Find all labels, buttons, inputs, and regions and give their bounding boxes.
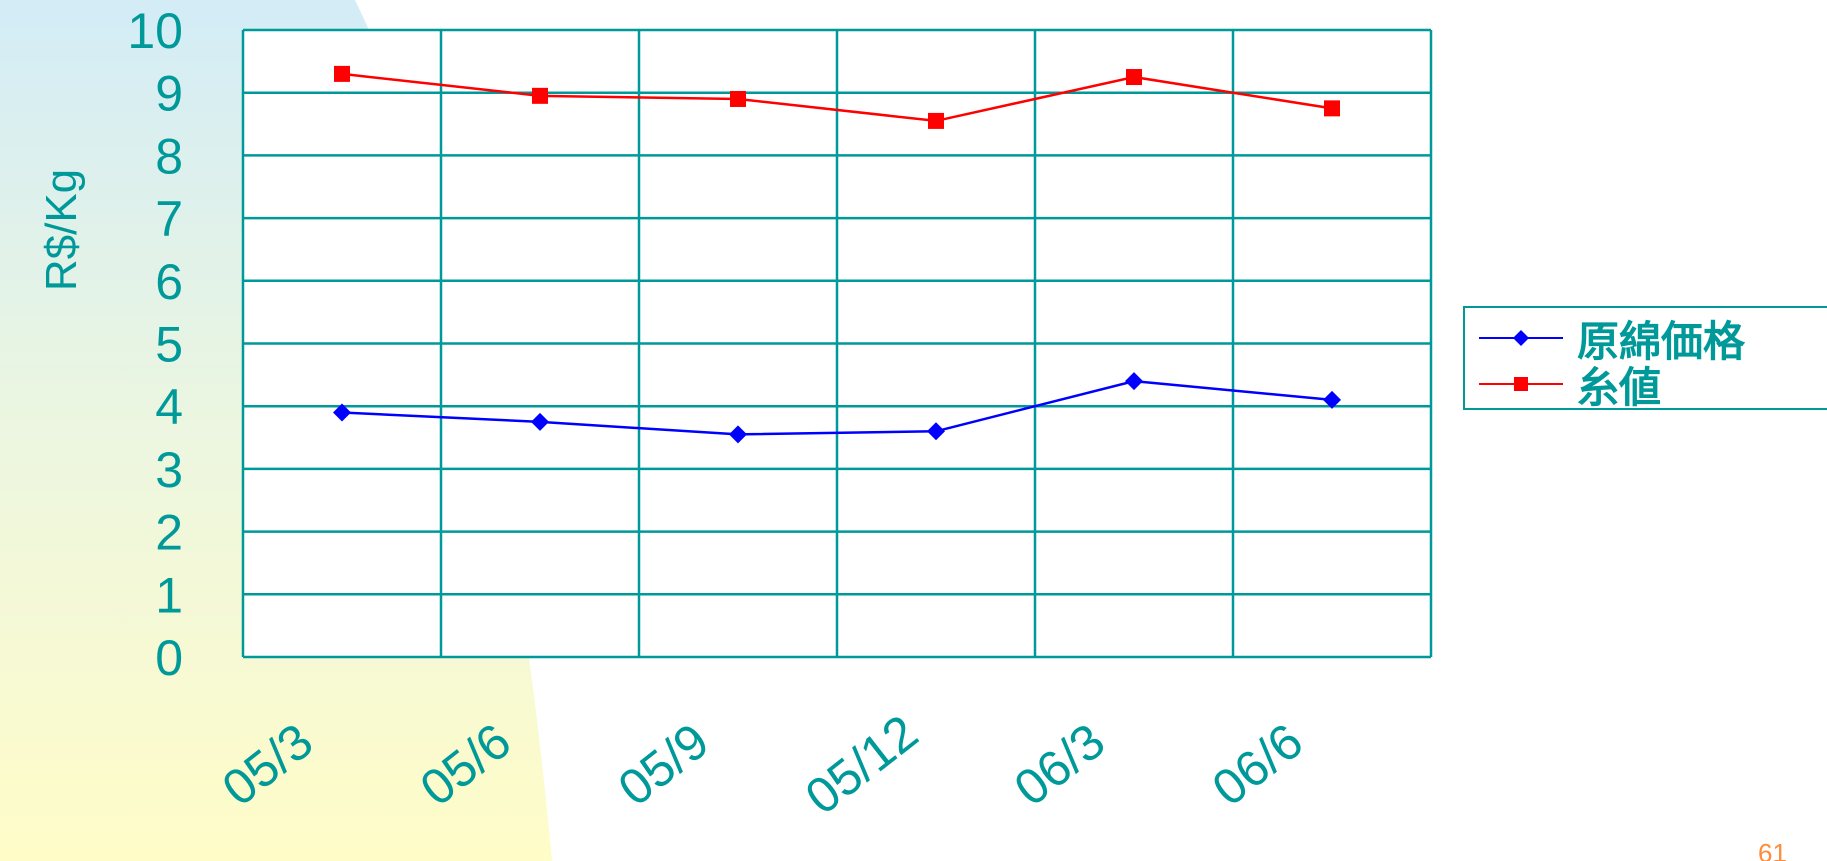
x-tick-label: 06/3 bbox=[1004, 713, 1115, 817]
legend-item-series-1: 糸値 bbox=[1479, 360, 1661, 412]
series-line-1 bbox=[341, 72, 1333, 123]
y-tick-labels: 0 1 2 3 4 5 6 7 8 9 10 bbox=[127, 3, 183, 686]
legend-diamond-marker-icon bbox=[1479, 330, 1563, 346]
page-number: 61 bbox=[1758, 838, 1787, 861]
data-point bbox=[333, 403, 351, 422]
grid-lines bbox=[241, 28, 1433, 659]
data-point bbox=[729, 425, 747, 444]
y-tick-label: 1 bbox=[155, 567, 183, 623]
y-tick-label: 3 bbox=[155, 442, 183, 498]
data-point bbox=[1125, 372, 1143, 391]
y-axis-label: R$/Kg bbox=[37, 168, 86, 292]
data-point bbox=[730, 90, 746, 107]
y-tick-label: 5 bbox=[155, 317, 183, 373]
y-tick-label: 7 bbox=[155, 191, 183, 247]
x-tick-label: 05/12 bbox=[795, 704, 928, 825]
data-point bbox=[1324, 100, 1340, 117]
x-tick-label: 05/9 bbox=[608, 713, 719, 817]
y-tick-label: 9 bbox=[155, 66, 183, 122]
y-tick-label: 6 bbox=[155, 254, 183, 310]
legend: 原綿価格 糸値 bbox=[1463, 306, 1827, 412]
data-point bbox=[1323, 390, 1341, 409]
y-tick-label: 2 bbox=[155, 505, 183, 561]
series-line-0 bbox=[341, 379, 1333, 436]
y-tick-label: 8 bbox=[155, 128, 183, 184]
x-tick-label: 06/6 bbox=[1202, 713, 1313, 817]
legend-label-series-0: 原綿価格 bbox=[1577, 316, 1746, 366]
legend-item-series-0: 原綿価格 bbox=[1479, 314, 1745, 366]
x-tick-label: 05/3 bbox=[212, 713, 323, 817]
data-point bbox=[531, 412, 549, 431]
data-point bbox=[334, 65, 350, 82]
data-point bbox=[532, 87, 548, 104]
data-point bbox=[928, 112, 944, 129]
legend-label-series-1: 糸値 bbox=[1577, 362, 1662, 412]
data-point bbox=[1126, 69, 1142, 86]
data-point bbox=[927, 422, 945, 441]
series-group bbox=[333, 65, 1341, 444]
x-tick-labels: 05/3 05/6 05/9 05/12 06/3 06/6 bbox=[212, 704, 1313, 825]
legend-square-marker-icon bbox=[1479, 377, 1563, 391]
x-tick-label: 05/6 bbox=[410, 713, 521, 817]
y-tick-label: 10 bbox=[127, 3, 183, 59]
y-tick-label: 0 bbox=[155, 630, 183, 686]
y-tick-label: 4 bbox=[155, 379, 183, 435]
